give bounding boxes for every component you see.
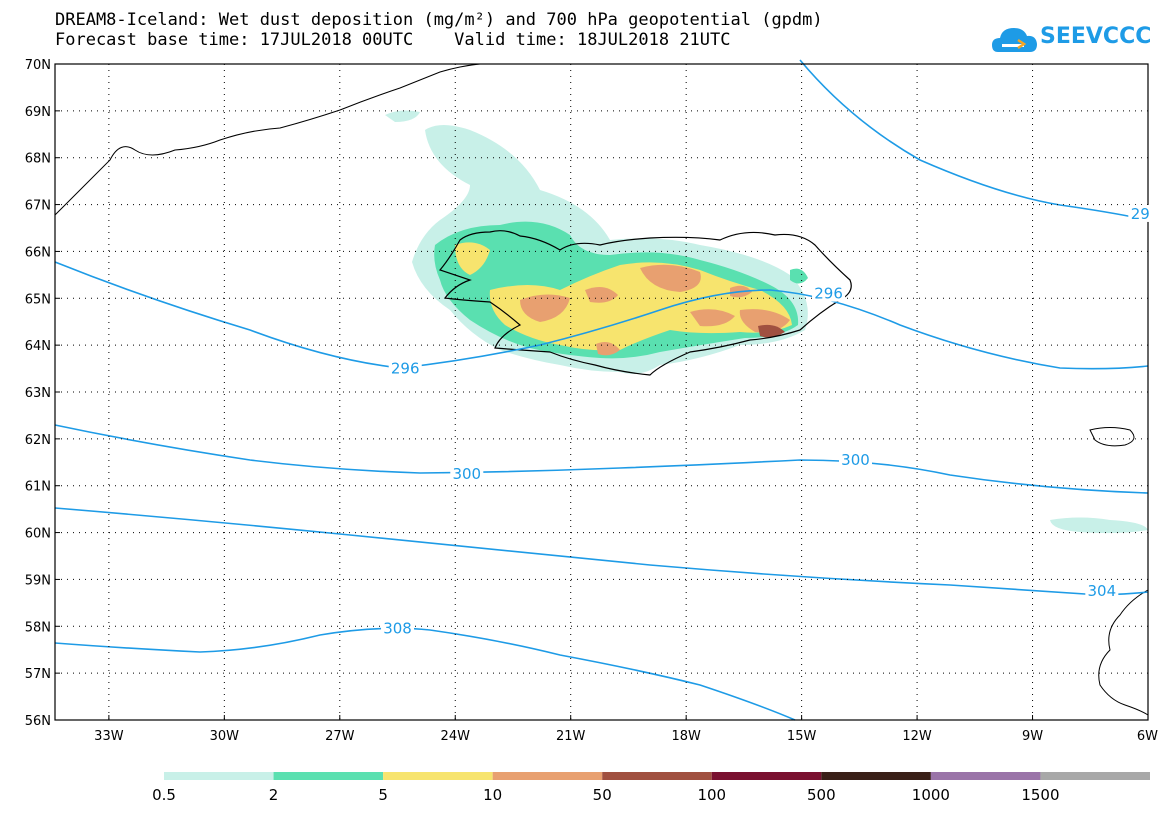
dust-region-lightest (1050, 517, 1148, 534)
latitude-labels: 70N 69N 68N 67N 66N 65N 64N 63N 62N 61N 60N 59N 58N 5… (25, 58, 51, 729)
lat-label: 57N (25, 667, 51, 682)
legend-label: 5 (378, 786, 388, 804)
legend-swatch (164, 772, 274, 780)
dust-region-orange (739, 309, 790, 333)
lat-label: 58N (25, 620, 51, 635)
dust-region-orange (585, 286, 618, 303)
legend-swatch (930, 772, 1041, 780)
legend-swatch (602, 772, 712, 780)
lon-label: 6W (1137, 729, 1158, 744)
lat-label: 64N (25, 339, 51, 354)
contour-292 (799, 59, 1149, 221)
dust-region-yellow (455, 242, 490, 275)
dust-field-layer (385, 110, 1148, 534)
legend-swatch (492, 772, 603, 780)
contour-label: 300 (452, 465, 481, 483)
contour-304 (54, 507, 1149, 596)
scotland-coastline (1098, 589, 1149, 716)
legend-swatch (711, 772, 822, 780)
color-legend: 0.5 2 5 10 50 100 500 1000 1500 (152, 772, 1150, 804)
dust-region-orange (690, 309, 735, 327)
lon-label: 24W (441, 729, 471, 744)
lat-label: 65N (25, 292, 51, 307)
legend-label: 0.5 (152, 786, 176, 804)
lat-label: 70N (25, 58, 51, 73)
dust-region-orange (640, 264, 701, 292)
contour-label: 308 (383, 620, 412, 638)
iceland-coastline (438, 230, 852, 376)
lat-label: 59N (25, 573, 51, 588)
contour-label: 300 (841, 451, 870, 469)
legend-label: 1000 (912, 786, 950, 804)
lat-label: 67N (25, 199, 51, 214)
lon-label: 9W (1022, 729, 1043, 744)
lat-label: 69N (25, 105, 51, 120)
faroe-coastline (1089, 427, 1135, 447)
lon-label: 30W (210, 729, 240, 744)
legend-label: 2 (269, 786, 279, 804)
contour-label: 29 (1131, 205, 1150, 223)
contour-label: 296 (814, 285, 843, 303)
legend-label: 1500 (1021, 786, 1059, 804)
lon-label: 12W (902, 729, 932, 744)
contour-label-bg (388, 359, 422, 377)
lat-label: 68N (25, 152, 51, 167)
legend-swatch (821, 772, 931, 780)
legend-swatch (1040, 772, 1150, 780)
contour-label: 296 (391, 360, 420, 378)
lon-label: 21W (556, 729, 586, 744)
legend-label: 500 (807, 786, 836, 804)
lon-label: 18W (671, 729, 701, 744)
contour-label-bg (839, 450, 873, 468)
contour-label-bg (450, 465, 484, 482)
legend-swatch (383, 772, 493, 780)
map-title: DREAM8-Iceland: Wet dust deposition (mg/… (55, 10, 823, 30)
dust-region-yellow (489, 262, 792, 351)
dust-region-orange (520, 294, 570, 322)
legend-label: 10 (483, 786, 502, 804)
logo-text: SEEVCCC (1040, 24, 1152, 49)
legend-label: 100 (697, 786, 726, 804)
legend-label: 50 (593, 786, 612, 804)
legend-swatch (273, 772, 384, 780)
contour-labels: 296 296 300 300 304 308 29 (381, 204, 1153, 638)
map-frame (54, 63, 1149, 721)
lon-label: 27W (325, 729, 355, 744)
map-subtitle: Forecast base time: 17JUL2018 00UTC Vali… (55, 30, 731, 50)
longitude-labels: 33W 30W 27W 24W 21W 18W 15W 12W 9W 6W (94, 729, 1158, 744)
contour-label-bg (1085, 582, 1119, 600)
dust-region-brown (758, 324, 785, 338)
contour-label-bg (812, 284, 846, 302)
lat-label: 61N (25, 480, 51, 495)
dust-region-lightest (385, 110, 420, 122)
cloud-icon (992, 28, 1037, 52)
contour-label: 304 (1087, 582, 1116, 600)
lat-label: 56N (25, 714, 51, 729)
contour-300 (54, 424, 1149, 494)
lat-label: 66N (25, 245, 51, 260)
lat-label: 60N (25, 527, 51, 542)
contour-label-bg (1128, 204, 1153, 222)
lon-label: 33W (94, 729, 124, 744)
contour-label-bg (381, 619, 415, 637)
lat-label: 62N (25, 433, 51, 448)
greenland-coastline (54, 63, 481, 216)
contour-308 (54, 627, 796, 721)
lon-label: 15W (787, 729, 817, 744)
dust-region-green (790, 268, 808, 284)
geopotential-contours (54, 59, 1149, 721)
contour-296 (54, 261, 1149, 370)
lat-label: 63N (25, 386, 51, 401)
graticule (55, 63, 1149, 721)
